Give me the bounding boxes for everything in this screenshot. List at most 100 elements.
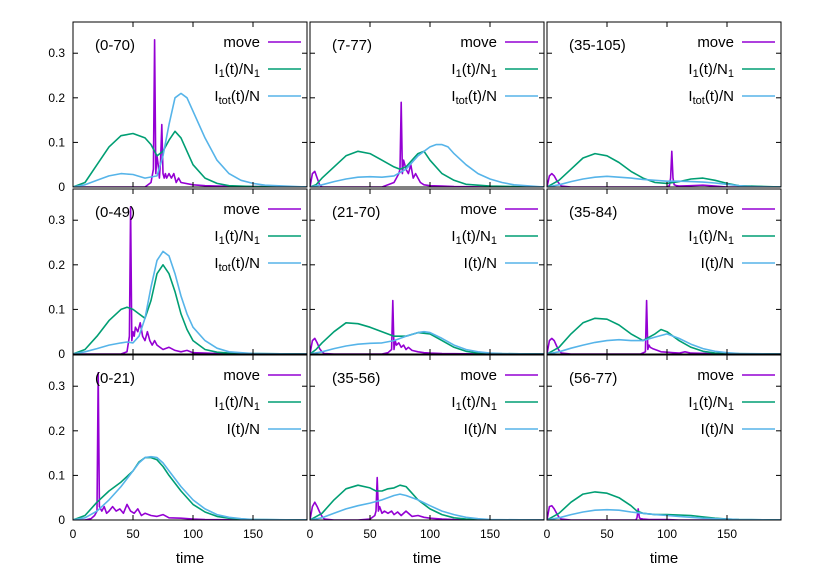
- x-tick-label: 0: [307, 527, 314, 541]
- legend-label: Itot(t)/N: [451, 88, 497, 107]
- series-group: [547, 491, 781, 520]
- x-tick-label: 100: [657, 527, 677, 541]
- series-group: [73, 206, 307, 354]
- plot-frame: [309, 354, 545, 521]
- x-tick-label: 50: [126, 527, 140, 541]
- plot-frame: [546, 354, 782, 521]
- panel-title: (0-70): [95, 37, 135, 54]
- y-tick-label: 0.2: [48, 258, 65, 272]
- plot-frame: [309, 188, 545, 355]
- panel-title: (56-77): [569, 370, 617, 387]
- legend: move I1(t)/N1 I(t)/N: [451, 367, 538, 438]
- legend-label: I1(t)/N1: [214, 228, 260, 247]
- panel-8: 0 50 100 150 (35-56) move I1(t)/N1 I(t)/N: [307, 354, 545, 541]
- y-tick-label: 0.3: [48, 379, 65, 393]
- series-group: [547, 150, 781, 187]
- series-group: [310, 299, 544, 354]
- x-tick-label: 150: [243, 527, 263, 541]
- x-tick-label: 150: [717, 527, 737, 541]
- legend-label: Itot(t)/N: [688, 88, 734, 107]
- series-group: [310, 476, 544, 520]
- legend-label: move: [460, 201, 497, 218]
- panel-title: (21-70): [332, 204, 380, 221]
- plot-frame: [546, 188, 782, 355]
- x-axis-title: time: [650, 550, 678, 567]
- y-tick-label: 0.1: [48, 468, 65, 482]
- x-axis-title: time: [176, 550, 204, 567]
- series-group: [73, 371, 307, 520]
- plot-frame: [309, 21, 545, 188]
- panel-title: (0-49): [95, 204, 135, 221]
- legend-label: Itot(t)/N: [214, 255, 260, 274]
- legend-label: I(t)/N: [464, 421, 497, 438]
- legend-label: I1(t)/N1: [451, 394, 497, 413]
- panel-7: 0 0.1 0.2 0.3 0 50 100 150 (0-21) move I1(t)/N1 I(t…: [48, 354, 308, 541]
- plot-frame: [72, 354, 308, 521]
- panel-3: (35-105) move I1(t)/N1 Itot(t)/N: [546, 21, 782, 188]
- legend-label: Itot(t)/N: [214, 88, 260, 107]
- legend-label: move: [223, 201, 260, 218]
- legend-label: I1(t)/N1: [688, 61, 734, 80]
- panel-1: 0 0.1 0.2 0.3 (0-70) move I1(t)/N1 Itot(t)/N: [48, 21, 308, 194]
- x-axis-title: time: [413, 550, 441, 567]
- panel-4: 0 0.1 0.2 0.3 (0-49) move I1(t)/N1 Itot(t)/N: [48, 188, 308, 361]
- legend-label: move: [697, 201, 734, 218]
- legend: move I1(t)/N1 I(t)/N: [688, 367, 775, 438]
- panel-title: (35-84): [569, 204, 617, 221]
- legend-label: move: [460, 367, 497, 384]
- x-tick-label: 0: [70, 527, 77, 541]
- x-tick-label: 150: [480, 527, 500, 541]
- series-group: [310, 101, 544, 187]
- legend: move I1(t)/N1 I(t)/N: [451, 201, 538, 272]
- legend-label: I(t)/N: [227, 421, 260, 438]
- panel-6: (35-84) move I1(t)/N1 I(t)/N: [546, 188, 782, 355]
- legend-label: move: [697, 367, 734, 384]
- legend-label: move: [223, 367, 260, 384]
- y-tick-label: 0: [58, 513, 65, 527]
- series-i1-line: [73, 456, 307, 520]
- panel-9: 0 50 100 150 (56-77) move I1(t)/N1 I(t)/N: [544, 354, 782, 541]
- series-i1-line: [310, 321, 544, 354]
- series-itot-line: [73, 92, 307, 187]
- legend-label: I1(t)/N1: [451, 61, 497, 80]
- series-i1-line: [547, 152, 781, 187]
- x-tick-label: 50: [600, 527, 614, 541]
- series-group: [547, 299, 781, 354]
- legend-label: I1(t)/N1: [451, 228, 497, 247]
- series-itot-line: [310, 493, 544, 520]
- series-group: [73, 38, 307, 187]
- legend-label: I1(t)/N1: [214, 61, 260, 80]
- series-i1-line: [73, 263, 307, 354]
- legend-label: I(t)/N: [701, 421, 734, 438]
- legend-label: move: [460, 34, 497, 51]
- x-tick-label: 0: [544, 527, 551, 541]
- y-tick-label: 0: [58, 180, 65, 194]
- legend-label: I1(t)/N1: [688, 394, 734, 413]
- series-move-line: [73, 206, 307, 354]
- legend-label: I1(t)/N1: [214, 394, 260, 413]
- y-tick-label: 0.3: [48, 46, 65, 60]
- panel-title: (35-105): [569, 37, 626, 54]
- y-tick-label: 0.1: [48, 135, 65, 149]
- series-itot-line: [547, 333, 781, 354]
- y-tick-label: 0.3: [48, 213, 65, 227]
- panel-title: (7-77): [332, 37, 372, 54]
- legend-label: I1(t)/N1: [688, 228, 734, 247]
- series-i1-line: [547, 317, 781, 354]
- series-move-line: [73, 371, 307, 520]
- series-move-line: [547, 150, 781, 187]
- legend-label: move: [697, 34, 734, 51]
- legend: move I1(t)/N1 Itot(t)/N: [214, 201, 301, 274]
- panel-title: (35-56): [332, 370, 380, 387]
- legend-label: move: [223, 34, 260, 51]
- legend-label: I(t)/N: [464, 255, 497, 272]
- plot-frame: [72, 188, 308, 355]
- plot-frame: [72, 21, 308, 188]
- x-tick-label: 100: [183, 527, 203, 541]
- legend: move I1(t)/N1 Itot(t)/N: [451, 34, 538, 107]
- series-move-line: [310, 101, 544, 187]
- series-i1-line: [310, 150, 544, 187]
- legend: move I1(t)/N1 I(t)/N: [688, 201, 775, 272]
- panel-title: (0-21): [95, 370, 135, 387]
